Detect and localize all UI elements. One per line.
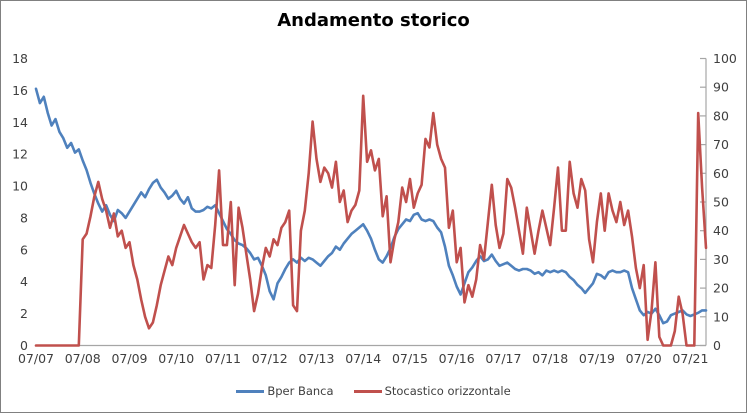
y-right-tick-label: 50	[713, 195, 729, 210]
y-right-tick-label: 30	[713, 252, 729, 267]
y-right-tick-label: 60	[713, 166, 729, 181]
x-tick-label: 07/14	[345, 351, 381, 366]
y-left-tick-label: 0	[20, 338, 28, 353]
legend-line-bper-banca	[236, 389, 265, 393]
y-left-tick-label: 12	[12, 147, 28, 162]
series-line-bper-banca	[34, 87, 708, 325]
x-tick-label: 07/09	[111, 351, 147, 366]
legend: Bper Banca Stocastico orizzontale	[1, 384, 746, 398]
x-tick-label: 07/19	[579, 351, 615, 366]
y-left-tick-label: 10	[12, 179, 28, 194]
y-left-tick-label: 6	[20, 242, 28, 257]
y-left-tick-label: 8	[20, 210, 28, 225]
x-tick-label: 07/15	[392, 351, 428, 366]
x-tick-label: 07/16	[439, 351, 475, 366]
y-left-tick-label: 2	[20, 306, 28, 321]
y-right-tick-label: 80	[713, 108, 729, 123]
x-tick-label: 07/07	[18, 351, 54, 366]
y-right-tick-label: 100	[713, 51, 737, 66]
y-right-tick-label: 40	[713, 223, 729, 238]
x-tick-label: 07/13	[298, 351, 334, 366]
x-tick-label: 07/08	[65, 351, 101, 366]
y-left-tick-label: 4	[20, 274, 28, 289]
y-right-tick-label: 90	[713, 80, 729, 95]
x-tick-label: 07/11	[205, 351, 241, 366]
x-tick-label: 07/21	[672, 351, 708, 366]
x-tick-label: 07/10	[158, 351, 194, 366]
legend-label-stocastico: Stocastico orizzontale	[384, 384, 511, 398]
series-line-stocastico-orizzontale	[34, 94, 708, 347]
x-tick-label: 07/20	[626, 351, 662, 366]
y-left-tick-label: 18	[12, 51, 28, 66]
y-right-tick-label: 0	[713, 338, 721, 353]
y-right-tick-label: 70	[713, 137, 729, 152]
x-tick-label: 07/18	[532, 351, 568, 366]
y-right-tick-label: 20	[713, 281, 729, 296]
x-tick-label: 07/12	[252, 351, 288, 366]
y-left-tick-label: 14	[12, 115, 28, 130]
legend-label-bper-banca: Bper Banca	[267, 384, 334, 398]
y-right-tick-label: 10	[713, 309, 729, 324]
legend-line-stocastico	[353, 389, 382, 393]
x-tick-label: 07/17	[485, 351, 521, 366]
y-left-tick-label: 16	[12, 83, 28, 98]
chart-title: Andamento storico	[277, 10, 470, 31]
